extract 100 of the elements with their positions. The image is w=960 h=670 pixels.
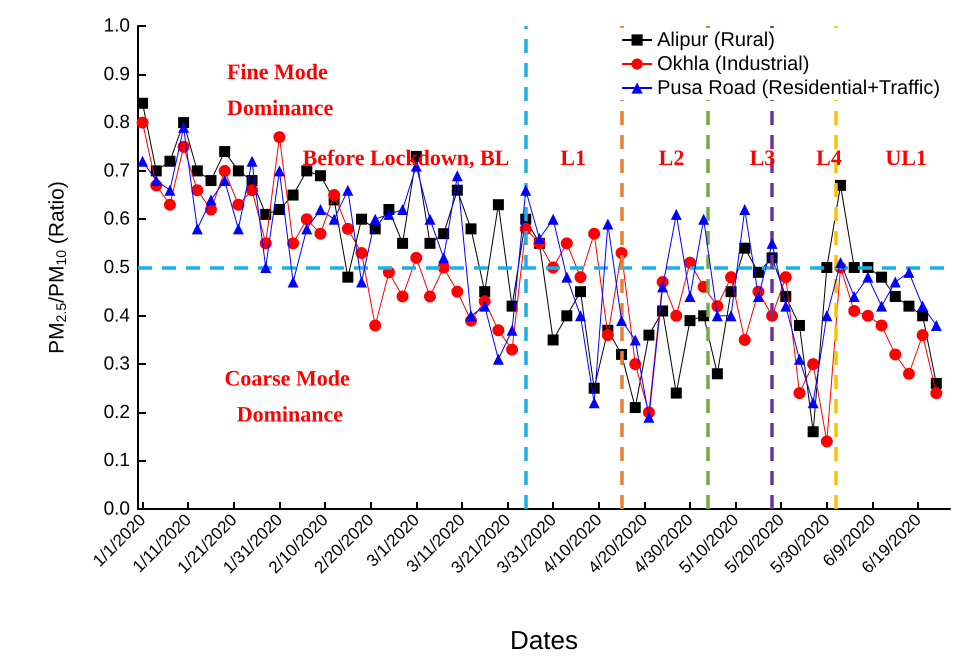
- point: [232, 165, 244, 176]
- annotation: L2: [658, 144, 684, 170]
- annotation: L4: [816, 144, 842, 170]
- point: [629, 358, 642, 370]
- point: [451, 286, 464, 298]
- point: [342, 222, 354, 235]
- point: [712, 310, 723, 322]
- point: [301, 165, 312, 176]
- y-tick-label: 0.4: [104, 305, 130, 326]
- annotation: L1: [560, 144, 586, 170]
- point: [738, 334, 751, 346]
- point: [534, 233, 545, 244]
- point: [370, 214, 381, 225]
- point: [876, 272, 888, 283]
- point: [492, 324, 504, 336]
- point: [232, 223, 244, 234]
- point: [684, 290, 696, 302]
- point: [903, 300, 914, 312]
- point: [643, 330, 654, 341]
- point: [794, 354, 805, 365]
- point: [930, 387, 942, 400]
- point: [205, 175, 216, 186]
- point: [793, 387, 806, 400]
- point: [752, 290, 764, 302]
- legend-label: Alipur (Rural): [657, 29, 775, 51]
- point: [164, 184, 176, 196]
- point: [561, 272, 572, 283]
- point: [314, 170, 326, 182]
- point: [314, 204, 326, 216]
- point: [466, 223, 477, 234]
- point: [643, 412, 654, 423]
- annotation: L3: [750, 144, 776, 170]
- point: [808, 426, 819, 438]
- y-tick-label: 0.0: [104, 498, 130, 520]
- annotation: Fine Mode Dominance: [226, 58, 334, 120]
- point: [848, 262, 860, 273]
- point: [192, 165, 203, 176]
- point: [260, 208, 272, 220]
- point: [616, 315, 628, 326]
- point: [794, 320, 805, 331]
- point: [397, 204, 408, 216]
- point: [917, 300, 928, 312]
- point: [218, 164, 231, 177]
- point: [561, 310, 572, 322]
- point: [862, 272, 874, 283]
- point: [396, 290, 409, 302]
- point: [848, 290, 860, 302]
- point: [876, 319, 888, 332]
- point: [288, 190, 299, 201]
- point: [602, 218, 614, 230]
- x-axis-title: Dates: [510, 625, 578, 655]
- point: [903, 266, 914, 278]
- point: [246, 156, 258, 167]
- y-tick-label: 0.3: [104, 354, 130, 375]
- point: [588, 397, 600, 408]
- y-tick-label: 0.8: [104, 112, 130, 134]
- point: [342, 272, 354, 283]
- point: [902, 368, 915, 380]
- point: [342, 184, 354, 196]
- point: [356, 214, 368, 225]
- point: [780, 300, 792, 312]
- legend-label: Pusa Road (Residential+Traffic): [657, 77, 940, 99]
- point: [739, 242, 750, 254]
- point: [191, 184, 204, 196]
- point: [273, 131, 286, 144]
- point: [506, 344, 518, 356]
- point: [520, 184, 532, 196]
- legend-label: Okhla (Industrial): [657, 53, 810, 75]
- point: [438, 252, 450, 264]
- point: [492, 199, 504, 210]
- point: [397, 238, 408, 249]
- point: [766, 238, 778, 249]
- point: [876, 300, 888, 312]
- point: [383, 208, 394, 220]
- point: [808, 397, 819, 408]
- point: [314, 228, 326, 240]
- point: [164, 156, 176, 167]
- point: [328, 189, 340, 202]
- point: [548, 334, 559, 346]
- point: [712, 368, 723, 380]
- point: [136, 116, 149, 129]
- point: [684, 315, 696, 326]
- point: [698, 214, 710, 225]
- point: [424, 238, 436, 249]
- point: [369, 319, 382, 332]
- y-axis-title: PM2.5/PM10 (Ratio): [46, 181, 69, 354]
- y-tick-label: 0.7: [104, 160, 130, 182]
- point: [657, 281, 668, 292]
- y-tick-label: 1.0: [104, 16, 130, 36]
- point: [862, 310, 874, 322]
- point: [574, 310, 586, 322]
- point: [164, 198, 176, 211]
- point: [574, 271, 586, 284]
- point: [889, 348, 902, 360]
- point: [820, 435, 833, 448]
- point: [424, 290, 436, 302]
- annotation: UL1: [885, 144, 927, 170]
- point: [602, 329, 614, 342]
- point: [260, 262, 272, 273]
- point: [916, 329, 929, 342]
